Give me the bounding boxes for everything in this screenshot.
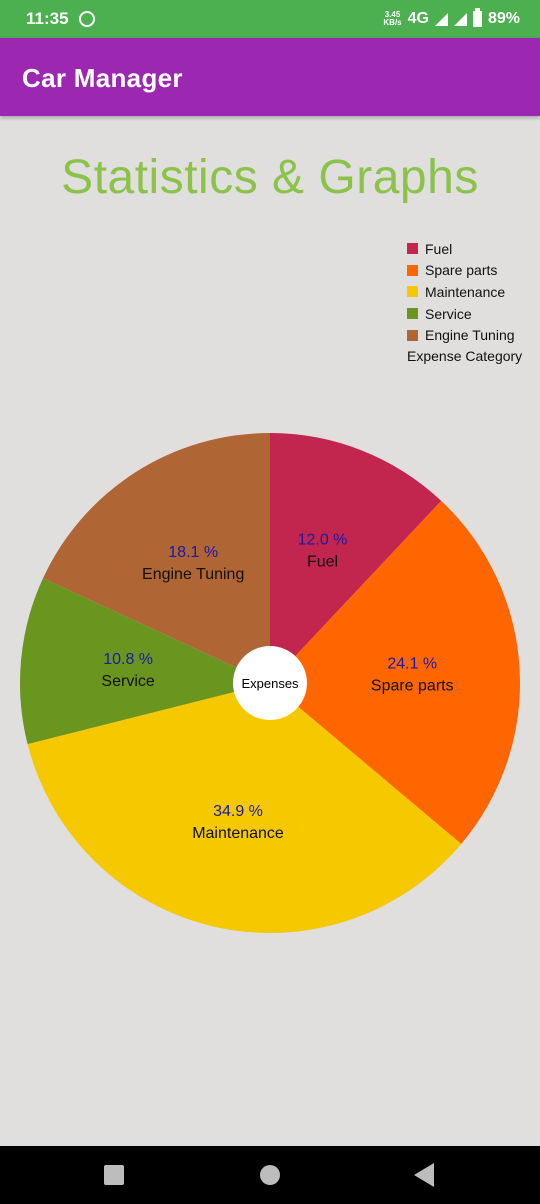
pie-slice-label-spare-parts: Spare parts <box>371 678 454 695</box>
back-triangle-icon[interactable] <box>414 1163 434 1187</box>
legend-item-service: Service <box>407 303 522 325</box>
battery-percent: 89% <box>487 10 520 27</box>
network-type: 4G <box>407 10 429 27</box>
legend-item-maintenance: Maintenance <box>407 281 522 303</box>
pie-slices <box>19 433 520 934</box>
network-speed: 3.45 KB/s <box>383 11 401 27</box>
legend-swatch <box>407 286 418 298</box>
pie-slice-percent-engine-tuning: 18.1 % <box>168 544 218 561</box>
pie-labels: 12.0 % Fuel 24.1 % Spare parts 34.9 % Mainten… <box>101 532 453 842</box>
signal-icon-2 <box>453 12 467 26</box>
chart-legend: Fuel Spare parts Maintenance Service Eng… <box>407 238 522 364</box>
app-title: Car Manager <box>22 63 183 93</box>
pie-slice-label-fuel: Fuel <box>307 554 338 571</box>
pie-slice-label-service: Service <box>101 673 154 690</box>
legend-label: Service <box>425 305 472 322</box>
status-bar: 11:35 3.45 KB/s 4G 89% <box>0 0 540 38</box>
legend-label: Engine Tuning <box>425 327 515 344</box>
pie-center-hole <box>233 646 307 720</box>
status-indicators: 3.45 KB/s 4G 89% <box>383 8 520 28</box>
legend-swatch <box>407 243 418 255</box>
legend-swatch <box>407 308 418 320</box>
network-speed-value: 3.45 <box>384 10 401 19</box>
legend-label: Spare parts <box>425 262 498 279</box>
page-title: Statistics & Graphs <box>61 151 479 204</box>
legend-item-fuel: Fuel <box>407 238 522 260</box>
pie-slice-label-engine-tuning: Engine Tuning <box>142 566 244 583</box>
legend-label: Fuel <box>425 240 453 257</box>
legend-item-engine-tuning: Engine Tuning <box>407 324 522 346</box>
pie-slice-percent-spare-parts: 24.1 % <box>387 656 437 673</box>
pie-slice-percent-fuel: 12.0 % <box>298 532 348 549</box>
signal-icon <box>434 12 448 26</box>
app-bar: Car Manager <box>0 38 540 116</box>
network-speed-unit: KB/s <box>383 18 402 27</box>
pie-slice-maintenance[interactable] <box>27 683 462 934</box>
home-circle-icon[interactable] <box>260 1165 280 1185</box>
legend-label: Maintenance <box>425 283 506 300</box>
battery-icon <box>472 8 482 27</box>
pie-slice-percent-service: 10.8 % <box>103 651 153 668</box>
pie-slice-fuel[interactable] <box>270 433 442 683</box>
pie-slice-percent-maintenance: 34.9 % <box>213 803 263 820</box>
legend-item-spare-parts: Spare parts <box>407 260 522 282</box>
pie-slice-label-maintenance: Maintenance <box>192 825 284 842</box>
whatsapp-icon <box>78 11 95 27</box>
legend-swatch <box>407 264 418 276</box>
pie-slice-spare-parts[interactable] <box>270 500 520 844</box>
status-time: 11:35 <box>26 9 69 28</box>
recents-square-icon[interactable] <box>104 1165 124 1185</box>
pie-slice-service[interactable] <box>19 578 270 745</box>
legend-title: Expense Category <box>407 347 523 364</box>
pie-center-label: Expenses <box>241 676 299 691</box>
pie-slice-engine-tuning[interactable] <box>43 433 270 683</box>
legend-swatch <box>407 329 418 341</box>
